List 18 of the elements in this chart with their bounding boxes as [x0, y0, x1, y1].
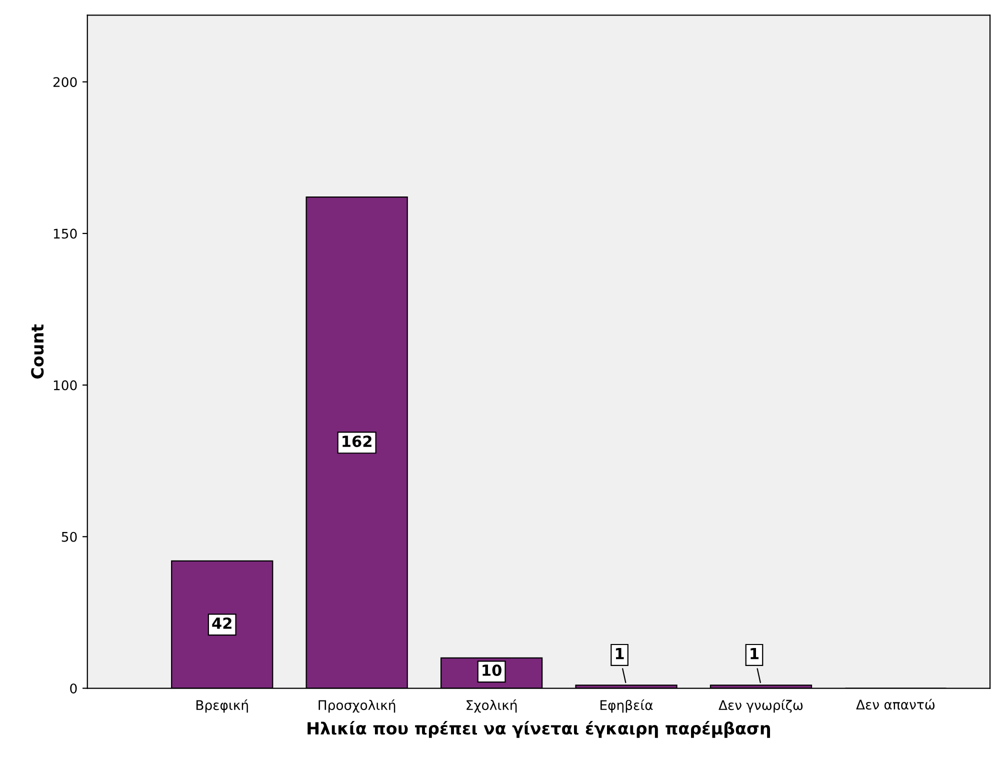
x-tick-label: Βρεφική — [196, 699, 248, 713]
x-tick-label: Προσχολική — [318, 699, 396, 713]
x-tick-label: Δεν γνωρίζω — [718, 699, 803, 713]
y-tick-label: 50 — [62, 532, 77, 542]
y-tick-label: 0 — [70, 683, 77, 694]
y-axis-title: Count — [31, 324, 44, 379]
y-tick-label: 100 — [54, 380, 77, 390]
x-tick-label: Εφηβεία — [600, 699, 653, 713]
data-label: 162 — [342, 436, 372, 448]
x-tick-label: Σχολική — [466, 699, 517, 713]
y-tick-label: 200 — [53, 77, 77, 88]
data-label: 10 — [482, 664, 502, 676]
data-label: 1 — [616, 648, 624, 660]
y-tick-label: 150 — [54, 228, 77, 239]
data-label: 42 — [212, 617, 232, 629]
x-axis-title: Ηλικία που πρέπει να γίνεται έγκαιρη παρέμβαση — [308, 721, 770, 738]
data-label: 1 — [750, 648, 759, 660]
x-tick-label: Δεν απαντώ — [856, 698, 935, 710]
